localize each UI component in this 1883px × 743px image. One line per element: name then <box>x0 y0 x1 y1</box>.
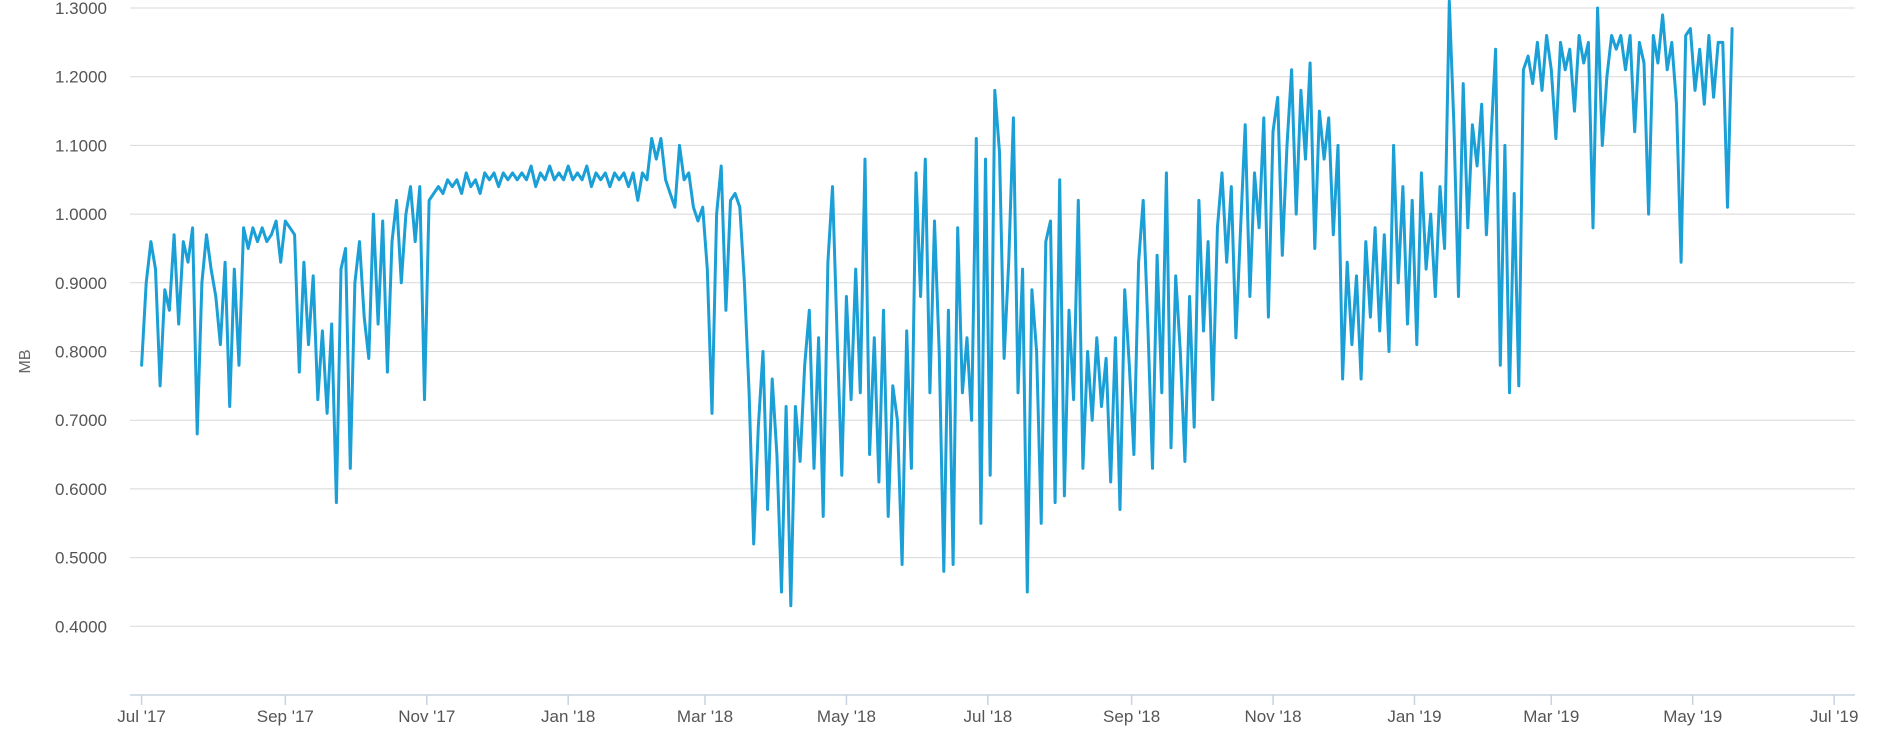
x-tick-label: Jan '18 <box>541 707 595 726</box>
x-tick-label: Nov '18 <box>1244 707 1301 726</box>
y-tick-label: 1.2000 <box>55 68 107 87</box>
y-tick-label: 0.4000 <box>55 617 107 636</box>
x-tick-label: Jul '18 <box>964 707 1013 726</box>
x-tick-label: May '19 <box>1663 707 1722 726</box>
plot-area <box>140 0 1734 608</box>
x-tick-label: Jan '19 <box>1387 707 1441 726</box>
y-axis: 0.4000 0.5000 0.6000 0.7000 0.8000 0.9000 1.00… <box>55 0 107 636</box>
y-tick-label: 1.3000 <box>55 0 107 18</box>
x-tick-label: Sep '18 <box>1103 707 1160 726</box>
x-tick-label: Jul '17 <box>117 707 166 726</box>
y-tick-label: 0.5000 <box>55 549 107 568</box>
series-line <box>140 0 1734 608</box>
y-tick-label: 0.9000 <box>55 274 107 293</box>
y-tick-label: 0.7000 <box>55 411 107 430</box>
x-tick-label: Nov '17 <box>398 707 455 726</box>
y-tick-label: 1.0000 <box>55 205 107 224</box>
y-tick-label: 0.6000 <box>55 480 107 499</box>
x-tick-label: Jul '19 <box>1810 707 1859 726</box>
y-axis-title: MB <box>17 350 34 374</box>
x-tick-label: Sep '17 <box>257 707 314 726</box>
y-tick-label: 0.8000 <box>55 343 107 362</box>
y-tick-label: 1.1000 <box>55 136 107 155</box>
x-tick-label: Mar '18 <box>677 707 733 726</box>
x-tick-label: May '18 <box>817 707 876 726</box>
x-axis: Jul '17 Sep '17 Nov '17 Jan '18 Mar '18 May '… <box>117 694 1859 726</box>
x-tick-label: Mar '19 <box>1523 707 1579 726</box>
